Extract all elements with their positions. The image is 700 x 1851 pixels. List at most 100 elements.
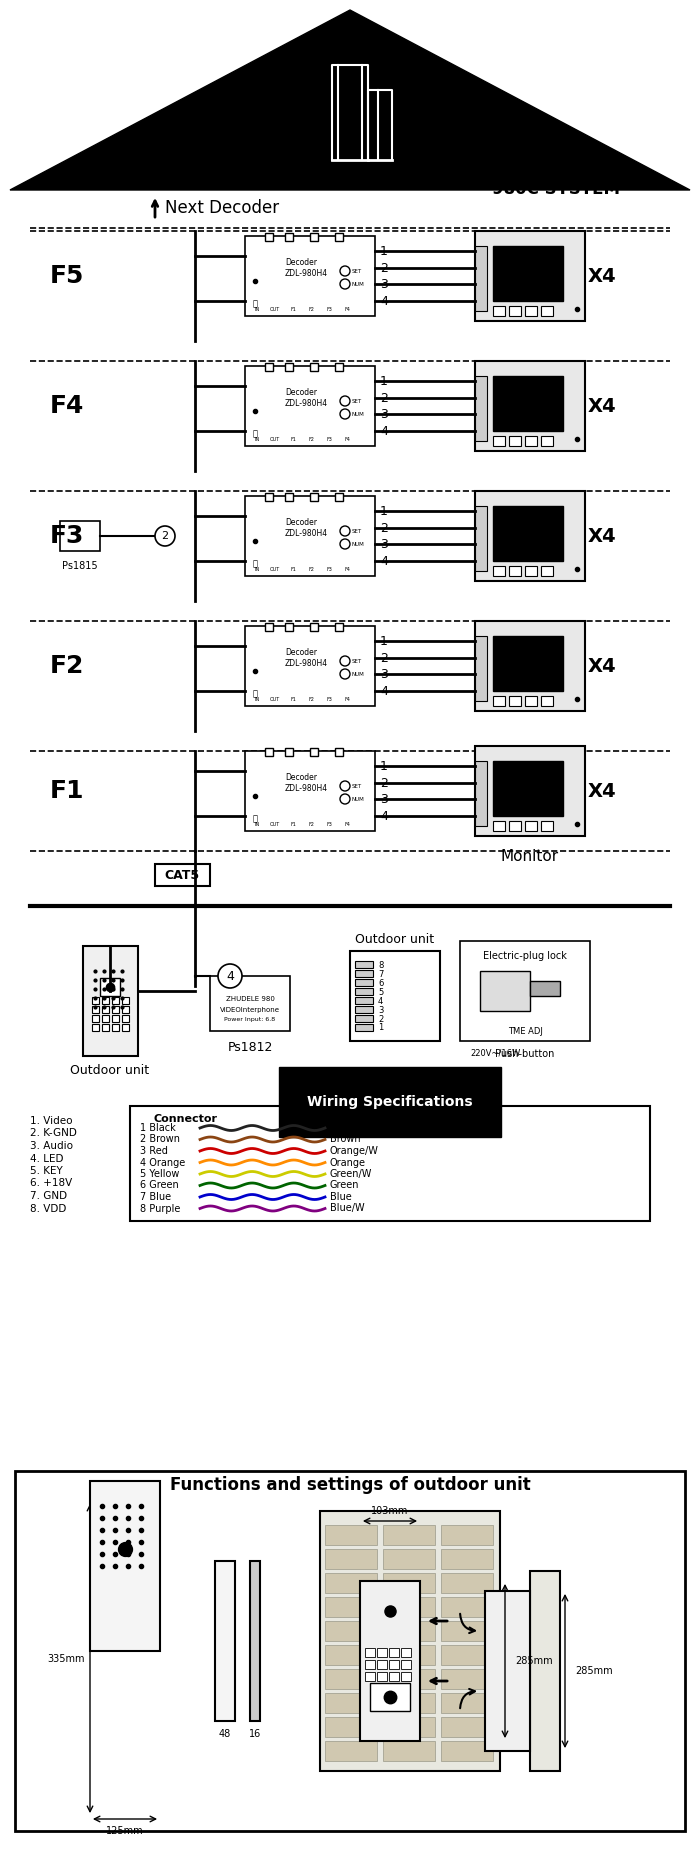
FancyBboxPatch shape — [245, 235, 375, 317]
Text: Outdoor unit: Outdoor unit — [356, 933, 435, 946]
FancyBboxPatch shape — [122, 1014, 129, 1022]
FancyBboxPatch shape — [493, 696, 505, 705]
FancyBboxPatch shape — [325, 1621, 377, 1642]
FancyBboxPatch shape — [325, 1525, 377, 1546]
Circle shape — [340, 396, 350, 405]
Text: Wiring Specifications: Wiring Specifications — [307, 1096, 472, 1109]
FancyBboxPatch shape — [441, 1646, 493, 1666]
Text: ⏚: ⏚ — [253, 814, 258, 824]
FancyBboxPatch shape — [475, 361, 585, 452]
Text: IN: IN — [254, 566, 260, 572]
Text: 6 Green: 6 Green — [140, 1181, 178, 1190]
Text: Blue: Blue — [330, 1192, 351, 1201]
Text: 8 Purple: 8 Purple — [140, 1203, 181, 1214]
FancyBboxPatch shape — [383, 1718, 435, 1736]
Text: 7. GND: 7. GND — [30, 1190, 67, 1201]
Text: Orange/W: Orange/W — [330, 1146, 379, 1157]
Circle shape — [340, 409, 350, 418]
Text: NUM: NUM — [352, 542, 365, 546]
FancyBboxPatch shape — [493, 761, 563, 816]
Text: SET: SET — [352, 659, 362, 663]
FancyBboxPatch shape — [525, 696, 537, 705]
Text: Connector: Connector — [153, 1114, 217, 1124]
Text: X4: X4 — [588, 781, 617, 800]
Text: 4: 4 — [380, 555, 388, 568]
FancyBboxPatch shape — [441, 1525, 493, 1546]
Text: ⏚: ⏚ — [253, 429, 258, 439]
FancyBboxPatch shape — [112, 998, 119, 1003]
Text: 1: 1 — [380, 374, 388, 387]
Text: 285mm: 285mm — [515, 1657, 552, 1666]
FancyBboxPatch shape — [355, 979, 373, 987]
Text: 5. KEY: 5. KEY — [30, 1166, 63, 1175]
FancyBboxPatch shape — [541, 437, 553, 446]
FancyBboxPatch shape — [155, 864, 210, 887]
FancyBboxPatch shape — [83, 946, 137, 1057]
Text: Ps1812: Ps1812 — [228, 1040, 273, 1053]
Text: 5: 5 — [378, 987, 384, 996]
FancyBboxPatch shape — [493, 305, 505, 317]
Text: F2: F2 — [308, 437, 314, 442]
Text: F4: F4 — [344, 822, 350, 827]
Text: 103mm: 103mm — [371, 1507, 409, 1516]
FancyBboxPatch shape — [485, 1592, 530, 1751]
Text: F3: F3 — [326, 698, 332, 702]
FancyBboxPatch shape — [140, 1596, 151, 1607]
Text: F1: F1 — [290, 307, 296, 313]
FancyBboxPatch shape — [310, 492, 318, 502]
Text: 1: 1 — [380, 505, 388, 518]
FancyBboxPatch shape — [383, 1742, 435, 1760]
Text: F3: F3 — [326, 437, 332, 442]
Text: F4: F4 — [344, 437, 350, 442]
Text: 285mm: 285mm — [575, 1666, 612, 1675]
Text: F3: F3 — [326, 822, 332, 827]
FancyBboxPatch shape — [360, 1581, 420, 1742]
Text: X4: X4 — [588, 526, 617, 546]
FancyBboxPatch shape — [112, 1583, 123, 1594]
Text: F1: F1 — [290, 822, 296, 827]
FancyBboxPatch shape — [493, 246, 563, 302]
Text: OUT: OUT — [270, 307, 280, 313]
FancyBboxPatch shape — [355, 970, 373, 977]
FancyBboxPatch shape — [92, 1005, 99, 1012]
Text: 1: 1 — [380, 635, 388, 648]
Text: 3. Audio: 3. Audio — [30, 1140, 73, 1151]
FancyBboxPatch shape — [355, 1005, 373, 1012]
Text: F3: F3 — [326, 307, 332, 313]
FancyBboxPatch shape — [493, 637, 563, 690]
Text: NUM: NUM — [352, 411, 365, 416]
Text: 3: 3 — [380, 537, 388, 550]
Text: 5 Yellow: 5 Yellow — [140, 1170, 179, 1179]
Text: Ps1815: Ps1815 — [62, 561, 98, 570]
FancyBboxPatch shape — [509, 566, 521, 576]
FancyBboxPatch shape — [541, 822, 553, 831]
Text: CAT5: CAT5 — [164, 868, 200, 881]
Text: NUM: NUM — [352, 796, 365, 801]
FancyBboxPatch shape — [126, 1583, 137, 1594]
Text: 4: 4 — [380, 294, 388, 307]
Text: Brown/W: Brown/W — [330, 1124, 374, 1133]
FancyBboxPatch shape — [325, 1718, 377, 1736]
FancyBboxPatch shape — [475, 505, 487, 570]
FancyBboxPatch shape — [245, 752, 375, 831]
Text: 2: 2 — [378, 1014, 384, 1024]
FancyBboxPatch shape — [126, 1570, 137, 1581]
Circle shape — [155, 526, 175, 546]
FancyBboxPatch shape — [250, 1560, 260, 1721]
Text: OUT: OUT — [270, 566, 280, 572]
FancyBboxPatch shape — [509, 437, 521, 446]
FancyBboxPatch shape — [325, 1573, 377, 1594]
FancyBboxPatch shape — [541, 305, 553, 317]
Text: F2: F2 — [308, 822, 314, 827]
FancyBboxPatch shape — [335, 492, 343, 502]
FancyBboxPatch shape — [389, 1647, 399, 1657]
FancyBboxPatch shape — [310, 748, 318, 755]
FancyBboxPatch shape — [493, 437, 505, 446]
Text: 4: 4 — [380, 424, 388, 437]
FancyBboxPatch shape — [325, 1646, 377, 1666]
FancyBboxPatch shape — [112, 1005, 119, 1012]
Text: ZHUDELE 980: ZHUDELE 980 — [225, 996, 274, 1001]
FancyBboxPatch shape — [475, 746, 585, 837]
Circle shape — [340, 655, 350, 666]
Text: 1: 1 — [380, 759, 388, 772]
